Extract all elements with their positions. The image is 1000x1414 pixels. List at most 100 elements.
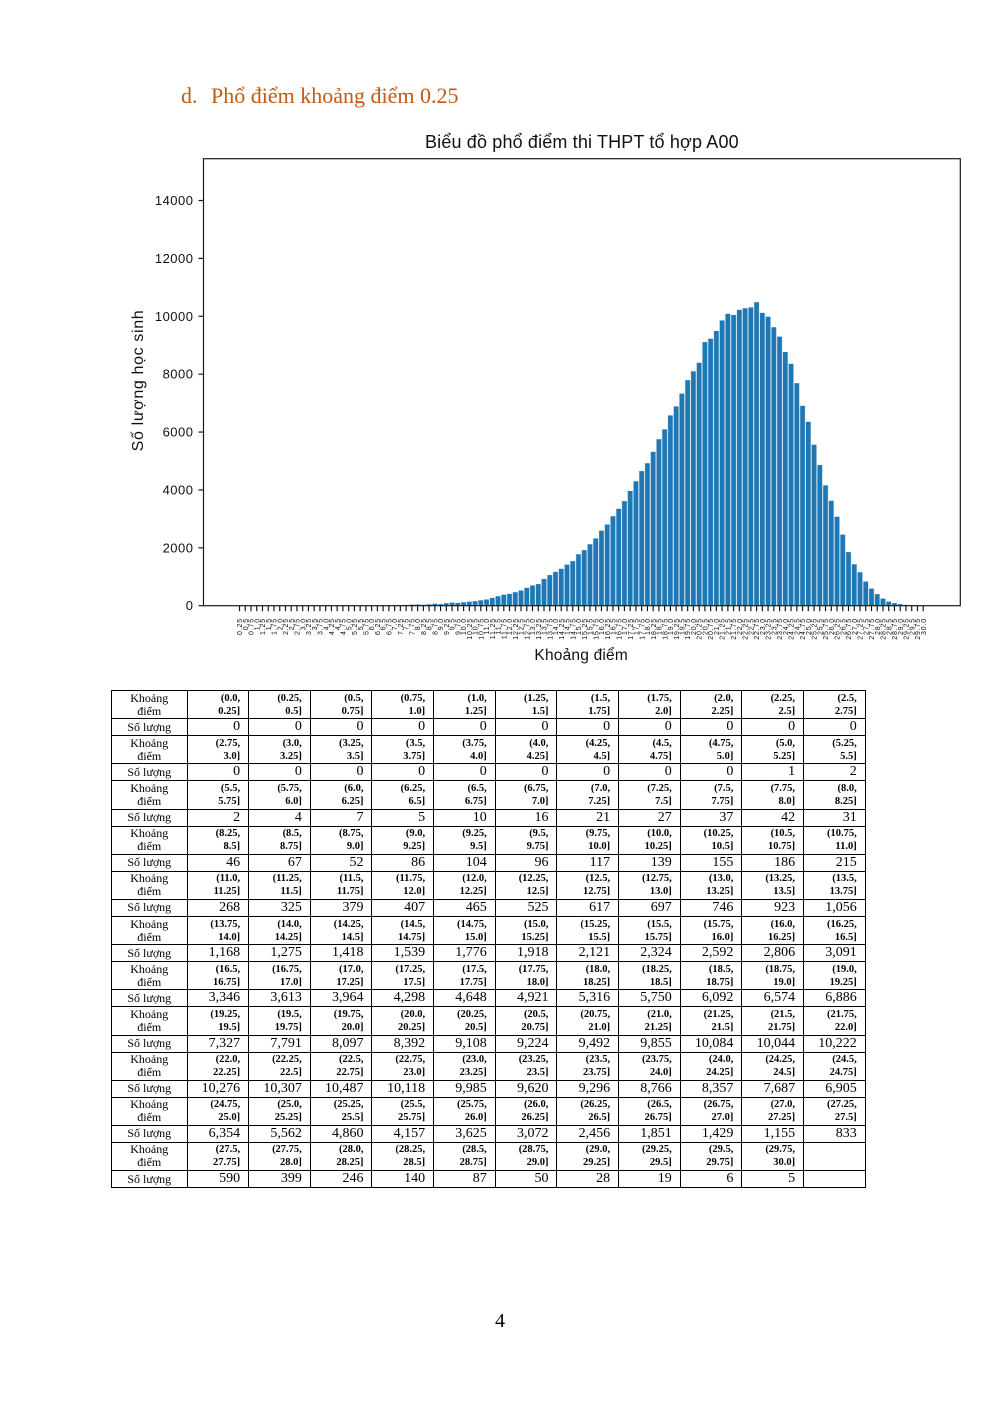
- svg-text:5.75: 5.75: [364, 618, 371, 635]
- svg-text:11.5: 11.5: [496, 618, 503, 635]
- svg-text:4.5: 4.5: [335, 618, 342, 630]
- svg-text:29.75: 29.75: [915, 618, 922, 640]
- svg-text:28.75: 28.75: [892, 618, 899, 640]
- svg-text:13.0: 13.0: [530, 618, 537, 635]
- svg-text:7.75: 7.75: [409, 618, 416, 635]
- svg-text:20.25: 20.25: [697, 618, 704, 640]
- svg-text:3.25: 3.25: [306, 618, 313, 635]
- svg-text:9.0: 9.0: [438, 618, 445, 630]
- svg-text:Khoảng điểm: Khoảng điểm: [534, 647, 628, 664]
- svg-text:Số lượng học sinh: Số lượng học sinh: [130, 310, 147, 452]
- svg-text:7.5: 7.5: [404, 618, 411, 630]
- svg-text:19.75: 19.75: [685, 618, 692, 640]
- svg-text:21.5: 21.5: [725, 618, 732, 635]
- svg-text:24.0: 24.0: [783, 618, 790, 635]
- svg-text:16.25: 16.25: [605, 618, 612, 640]
- svg-text:0.75: 0.75: [249, 618, 256, 635]
- svg-text:3.75: 3.75: [318, 618, 325, 635]
- svg-text:19.5: 19.5: [679, 618, 686, 635]
- svg-text:16.0: 16.0: [599, 618, 606, 635]
- svg-text:23.25: 23.25: [766, 618, 773, 640]
- svg-text:13.25: 13.25: [536, 618, 543, 640]
- svg-text:12000: 12000: [155, 251, 194, 266]
- svg-text:11.0: 11.0: [484, 618, 491, 635]
- svg-text:25.0: 25.0: [806, 618, 813, 635]
- svg-text:0.25: 0.25: [237, 618, 244, 635]
- svg-text:14.75: 14.75: [570, 618, 577, 640]
- svg-text:11.25: 11.25: [490, 618, 497, 639]
- svg-text:20.75: 20.75: [708, 618, 715, 640]
- svg-text:21.75: 21.75: [731, 618, 738, 640]
- svg-text:8.75: 8.75: [432, 618, 439, 635]
- svg-text:5.0: 5.0: [346, 618, 353, 630]
- svg-text:18.25: 18.25: [651, 618, 658, 640]
- svg-text:20.0: 20.0: [691, 618, 698, 635]
- svg-text:14.0: 14.0: [553, 618, 560, 635]
- svg-text:24.75: 24.75: [800, 618, 807, 640]
- svg-text:6.0: 6.0: [369, 618, 376, 630]
- svg-text:13.75: 13.75: [547, 618, 554, 640]
- svg-text:14.5: 14.5: [565, 618, 572, 635]
- svg-text:17.75: 17.75: [639, 618, 646, 640]
- svg-text:12.75: 12.75: [524, 618, 531, 640]
- svg-text:1.5: 1.5: [266, 618, 273, 630]
- svg-text:18.5: 18.5: [657, 618, 664, 635]
- svg-text:3.0: 3.0: [300, 618, 307, 630]
- svg-text:18.75: 18.75: [662, 618, 669, 640]
- svg-text:15.75: 15.75: [593, 618, 600, 640]
- svg-text:19.0: 19.0: [668, 618, 675, 635]
- svg-text:27.75: 27.75: [869, 618, 876, 640]
- svg-text:10.75: 10.75: [478, 618, 485, 640]
- svg-text:21.25: 21.25: [720, 618, 727, 640]
- svg-text:2.25: 2.25: [283, 618, 290, 635]
- svg-text:21.0: 21.0: [714, 618, 721, 635]
- svg-text:1.25: 1.25: [260, 618, 267, 635]
- svg-text:1.0: 1.0: [254, 618, 261, 630]
- svg-text:23.5: 23.5: [771, 618, 778, 635]
- svg-text:20.5: 20.5: [702, 618, 709, 635]
- svg-text:5.5: 5.5: [358, 618, 365, 630]
- svg-text:6.25: 6.25: [375, 618, 382, 635]
- svg-text:1.75: 1.75: [272, 618, 279, 635]
- svg-text:14.25: 14.25: [559, 618, 566, 640]
- svg-text:9.75: 9.75: [455, 618, 462, 635]
- svg-text:24.25: 24.25: [789, 618, 796, 640]
- svg-text:3.5: 3.5: [312, 618, 319, 630]
- svg-text:23.75: 23.75: [777, 618, 784, 640]
- svg-text:8.5: 8.5: [427, 618, 434, 630]
- svg-text:28.25: 28.25: [881, 618, 888, 640]
- svg-text:10.5: 10.5: [473, 618, 480, 635]
- svg-text:29.0: 29.0: [898, 618, 905, 635]
- svg-text:10.0: 10.0: [461, 618, 468, 635]
- svg-text:13.5: 13.5: [542, 618, 549, 635]
- svg-text:4.0: 4.0: [323, 618, 330, 630]
- svg-text:12.25: 12.25: [513, 618, 520, 640]
- svg-text:26.25: 26.25: [835, 618, 842, 640]
- svg-text:28.5: 28.5: [886, 618, 893, 635]
- svg-text:12.5: 12.5: [519, 618, 526, 635]
- svg-text:15.5: 15.5: [588, 618, 595, 635]
- svg-text:6.5: 6.5: [381, 618, 388, 630]
- svg-text:0.5: 0.5: [243, 618, 250, 630]
- svg-text:0: 0: [186, 598, 194, 613]
- svg-text:8.25: 8.25: [421, 618, 428, 635]
- svg-text:Biểu đồ phổ điểm thi THPT tổ h: Biểu đồ phổ điểm thi THPT tổ hợp A00: [425, 132, 739, 152]
- svg-text:5.25: 5.25: [352, 618, 359, 635]
- svg-text:15.0: 15.0: [576, 618, 583, 635]
- svg-text:6.75: 6.75: [386, 618, 393, 635]
- svg-text:25.75: 25.75: [823, 618, 830, 640]
- svg-text:2.75: 2.75: [295, 618, 302, 635]
- svg-text:29.5: 29.5: [909, 618, 916, 635]
- svg-text:30.0: 30.0: [921, 618, 928, 635]
- svg-text:28.0: 28.0: [875, 618, 882, 635]
- svg-text:16.5: 16.5: [611, 618, 618, 635]
- svg-text:18.0: 18.0: [645, 618, 652, 635]
- svg-text:24.5: 24.5: [794, 618, 801, 635]
- svg-text:2.0: 2.0: [277, 618, 284, 630]
- svg-text:22.75: 22.75: [754, 618, 761, 640]
- svg-text:2.5: 2.5: [289, 618, 296, 630]
- svg-text:17.25: 17.25: [628, 618, 635, 640]
- svg-text:10.25: 10.25: [467, 618, 474, 640]
- svg-text:27.25: 27.25: [858, 618, 865, 640]
- svg-text:22.25: 22.25: [743, 618, 750, 640]
